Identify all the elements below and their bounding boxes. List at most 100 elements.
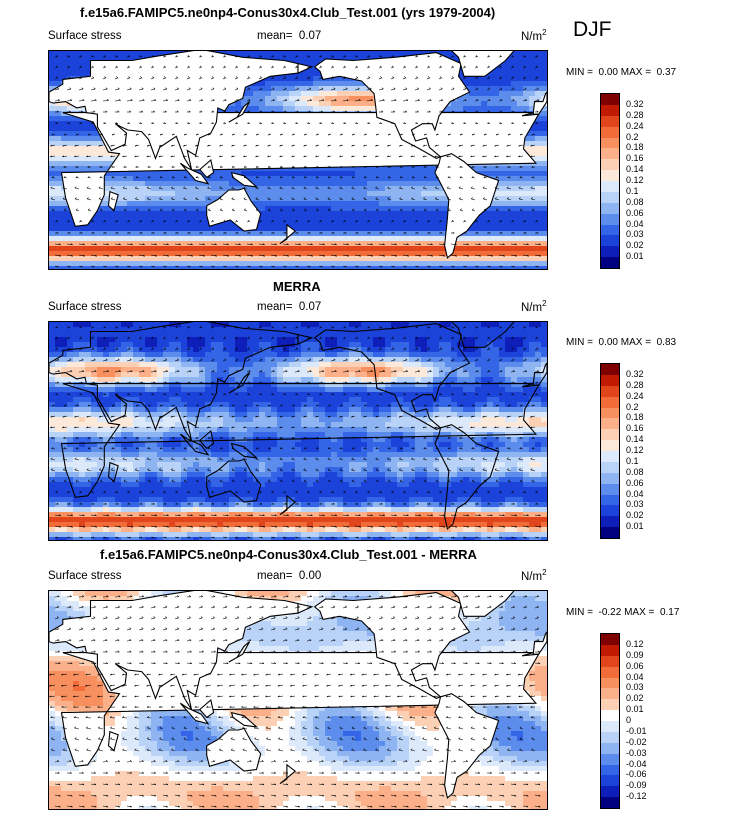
- colorbar-swatch: [601, 137, 619, 149]
- colorbar-swatch: [601, 364, 619, 375]
- land-outline: [434, 153, 500, 259]
- land-outline: [279, 763, 297, 785]
- colorbar-tick-label: 0.14: [626, 434, 644, 445]
- colorbar-swatch: [601, 721, 619, 732]
- colorbar-tick-label: 0.08: [626, 466, 644, 477]
- colorbar-tick-label: 0.03: [626, 682, 644, 693]
- units-label: N/m2: [521, 299, 547, 314]
- colorbar-swatch: [601, 461, 619, 473]
- colorbar-swatch: [601, 644, 619, 656]
- colorbar-swatch: [601, 688, 619, 700]
- shaded-field: [49, 322, 547, 540]
- colorbar-swatch: [601, 527, 619, 538]
- land-outline: [313, 592, 471, 700]
- colorbar-swatch: [601, 666, 619, 678]
- field-label: Surface stress: [48, 570, 122, 582]
- colorbar-tick-label: 0.06: [626, 477, 644, 488]
- colorbar-tick-label: 0.12: [626, 175, 644, 185]
- land-outline: [451, 51, 515, 77]
- colorbar-swatch: [601, 396, 619, 408]
- colorbar-tick-label: 0.01: [626, 251, 644, 262]
- colorbar-tick-label: 0.08: [626, 196, 644, 207]
- land-outline: [451, 591, 515, 617]
- colorbar-tick-label: -0.02: [626, 736, 647, 747]
- colorbar-tick-label: 0.03: [626, 229, 644, 240]
- colorbar-tick-label: 0.01: [626, 704, 644, 715]
- colorbar-swatch: [601, 505, 619, 517]
- colorbar-tick-label: 0.01: [626, 521, 644, 532]
- colorbar-swatch: [601, 418, 619, 430]
- colorbar-swatch: [601, 731, 619, 743]
- colorbar-tick-label: 0.16: [626, 423, 644, 434]
- stress-vectors: [49, 595, 541, 808]
- colorbar-tick-label: 0: [626, 715, 632, 725]
- colorbar-swatch: [601, 246, 619, 258]
- colorbar-swatch: [601, 634, 619, 645]
- coastlines: [49, 322, 547, 530]
- colorbar-swatch: [601, 775, 619, 787]
- colorbar: [600, 93, 620, 269]
- colorbar-swatch: [601, 797, 619, 808]
- colorbar-swatch: [601, 213, 619, 225]
- colorbar-tick-label: 0.02: [626, 240, 644, 251]
- map-canvas: [49, 51, 547, 269]
- colorbar-swatch: [601, 764, 619, 776]
- land-outline: [49, 591, 299, 710]
- colorbar-swatch: [601, 104, 619, 116]
- colorbar-swatch: [601, 677, 619, 689]
- minmax-readout: MIN = -0.22 MAX = 0.17: [566, 607, 680, 618]
- colorbar-tick-label: 0.09: [626, 649, 644, 660]
- colorbar-swatch: [601, 655, 619, 667]
- colorbar-swatch: [601, 181, 619, 192]
- panel-title: MERRA: [273, 279, 321, 294]
- mean-readout: mean= 0.00: [257, 570, 322, 582]
- colorbar-swatch: [601, 699, 619, 711]
- colorbar-swatch: [601, 451, 619, 462]
- colorbar-swatch: [601, 257, 619, 268]
- colorbar-tick-label: 0.32: [626, 368, 644, 379]
- colorbar-tick-label: 0.03: [626, 499, 644, 510]
- map-field-model: [48, 50, 548, 270]
- colorbar-tick-label: 0.18: [626, 412, 644, 423]
- colorbar-swatch: [601, 148, 619, 160]
- panel-title: f.e15a6.FAMIPC5.ne0np4-Conus30x4.Club_Te…: [100, 547, 477, 562]
- colorbar-swatch: [601, 202, 619, 214]
- map-field-difference: [48, 590, 548, 810]
- colorbar-swatch: [601, 494, 619, 506]
- colorbar-swatch: [601, 126, 619, 138]
- land-outline: [297, 602, 314, 614]
- field-label: Surface stress: [48, 30, 122, 42]
- colorbar-tick-label: 0.1: [626, 455, 639, 466]
- colorbar-tick-label: 0.06: [626, 207, 644, 218]
- land-outline: [451, 322, 515, 348]
- land-outline: [49, 322, 299, 441]
- land-outline: [532, 631, 547, 655]
- colorbar-swatch: [601, 742, 619, 754]
- colorbar-swatch: [601, 753, 619, 765]
- colorbar-swatch: [601, 374, 619, 386]
- colorbar-swatch: [601, 710, 619, 721]
- colorbar-swatch: [601, 224, 619, 236]
- land-outline: [279, 223, 297, 245]
- colorbar-swatch: [601, 516, 619, 528]
- stress-vectors: [50, 326, 542, 539]
- land-outline: [228, 372, 251, 394]
- colorbar-tick-label: 0.12: [626, 638, 644, 649]
- colorbar-swatch: [601, 786, 619, 798]
- colorbar-tick-label: 0.24: [626, 120, 644, 131]
- colorbar-tick-label: 0.14: [626, 164, 644, 175]
- colorbar-swatch: [601, 159, 619, 171]
- colorbar-tick-label: 0.32: [626, 98, 644, 109]
- colorbar-tick-label: 0.18: [626, 142, 644, 153]
- mean-readout: mean= 0.07: [257, 30, 322, 42]
- colorbar-swatch: [601, 115, 619, 127]
- colorbar-tick-label: 0.2: [626, 131, 639, 142]
- land-outline: [60, 383, 540, 498]
- land-outline: [279, 494, 297, 516]
- colorbar-swatch: [601, 407, 619, 419]
- colorbar-tick-label: 0.16: [626, 153, 644, 164]
- land-outline: [206, 458, 262, 503]
- units-label: N/m2: [521, 568, 547, 583]
- land-outline: [228, 641, 251, 663]
- colorbar-tick-label: -0.06: [626, 769, 647, 780]
